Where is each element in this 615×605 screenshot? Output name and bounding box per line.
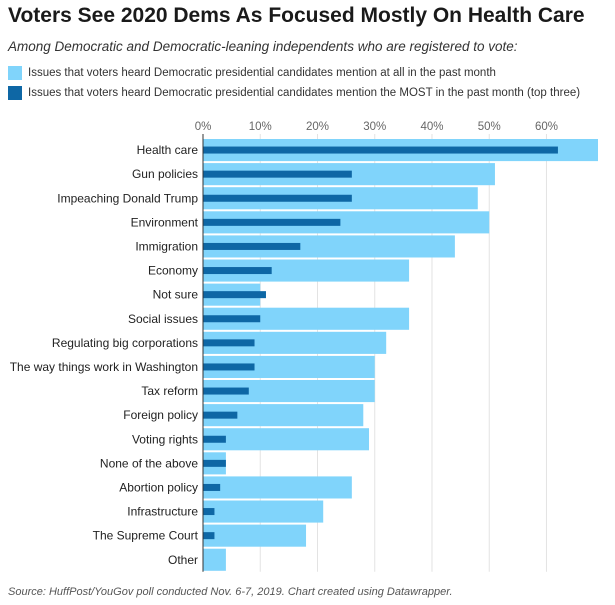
x-tick-label-60: 60%: [535, 121, 558, 133]
category-label-environment: Environment: [131, 215, 199, 229]
source-note: Source: HuffPost/YouGov poll conducted N…: [8, 586, 453, 598]
chart-title: Voters See 2020 Dems As Focused Mostly O…: [8, 4, 585, 27]
bar-mention-most-foreign-policy: [203, 411, 238, 419]
category-label-economy: Economy: [148, 264, 198, 278]
bar-mention-at-all-foreign-policy: [203, 404, 364, 427]
bar-mention-most-tax-reform: [203, 387, 249, 395]
legend-label-mention-at-all: Issues that voters heard Democratic pres…: [28, 67, 496, 79]
category-label-other: Other: [168, 553, 198, 567]
category-label-regulating-big-corporations: Regulating big corporations: [52, 336, 198, 350]
bar-mention-at-all-other: [203, 548, 226, 571]
bar-mention-most-immigration: [203, 242, 301, 250]
legend-swatch-dark: [8, 86, 22, 100]
category-label-none-of-the-above: None of the above: [100, 456, 198, 470]
x-tick-label-30: 30%: [363, 121, 386, 133]
category-label-abortion-policy: Abortion policy: [119, 480, 198, 494]
bar-mention-most-regulating-big-corporations: [203, 339, 255, 347]
bar-mention-at-all-the-supreme-court: [203, 524, 307, 547]
x-tick-label-50: 50%: [478, 121, 501, 133]
bar-mention-most-voting-rights: [203, 435, 226, 443]
legend: Issues that voters heard Democratic pres…: [8, 63, 580, 103]
bar-mention-at-all-regulating-big-corporations: [203, 331, 387, 354]
bar-mention-most-abortion-policy: [203, 483, 221, 491]
category-label-the-way-things-work-in-washington: The way things work in Washington: [10, 360, 198, 374]
bar-mention-at-all-abortion-policy: [203, 476, 352, 499]
bar-mention-at-all-immigration: [203, 235, 455, 258]
bar-mention-at-all-environment: [203, 211, 490, 234]
bar-mention-most-social-issues: [203, 315, 261, 323]
category-label-infrastructure: Infrastructure: [127, 505, 198, 519]
bar-mention-most-none-of-the-above: [203, 459, 226, 467]
bar-mention-most-economy: [203, 267, 272, 275]
category-label-health-care: Health care: [137, 143, 199, 157]
bar-mention-most-the-supreme-court: [203, 532, 215, 540]
legend-item-mention-most: Issues that voters heard Democratic pres…: [8, 83, 580, 103]
bar-mention-at-all-voting-rights: [203, 428, 370, 451]
bar-mention-most-the-way-things-work-in-washington: [203, 363, 255, 371]
x-tick-label-0: 0%: [195, 121, 212, 133]
x-tick-label-10: 10%: [249, 121, 272, 133]
bar-mention-most-infrastructure: [203, 508, 215, 516]
bar-chart: 0% 10% 20% 30% 40% 50% 60% Health care Gun polic…: [10, 121, 598, 572]
category-label-not-sure: Not sure: [153, 288, 199, 302]
bar-mention-at-all-social-issues: [203, 307, 410, 330]
category-label-foreign-policy: Foreign policy: [123, 408, 198, 422]
legend-item-mention-at-all: Issues that voters heard Democratic pres…: [8, 63, 580, 83]
bar-mention-at-all-the-way-things-work-in-washington: [203, 355, 375, 378]
category-label-gun-policies: Gun policies: [132, 167, 198, 181]
category-label-tax-reform: Tax reform: [141, 384, 198, 398]
bar-mention-most-health-care: [203, 146, 558, 154]
bar-mention-most-not-sure: [203, 291, 266, 299]
bar-mention-most-environment: [203, 218, 341, 226]
chart-subtitle: Among Democratic and Democratic-leaning …: [8, 39, 518, 54]
x-tick-label-40: 40%: [420, 121, 443, 133]
category-label-the-supreme-court: The Supreme Court: [93, 529, 199, 543]
bar-mention-at-all-infrastructure: [203, 500, 324, 523]
category-label-voting-rights: Voting rights: [132, 432, 198, 446]
bar-mention-at-all-economy: [203, 259, 410, 282]
bar-mention-most-impeaching-donald-trump: [203, 194, 352, 202]
category-label-social-issues: Social issues: [128, 312, 198, 326]
bar-mention-most-gun-policies: [203, 170, 352, 178]
bar-mention-at-all-tax-reform: [203, 380, 375, 403]
legend-swatch-light: [8, 66, 22, 80]
category-label-immigration: Immigration: [135, 239, 198, 253]
legend-label-mention-most: Issues that voters heard Democratic pres…: [28, 87, 581, 99]
x-tick-label-20: 20%: [306, 121, 329, 133]
category-label-impeaching-donald-trump: Impeaching Donald Trump: [57, 191, 198, 205]
